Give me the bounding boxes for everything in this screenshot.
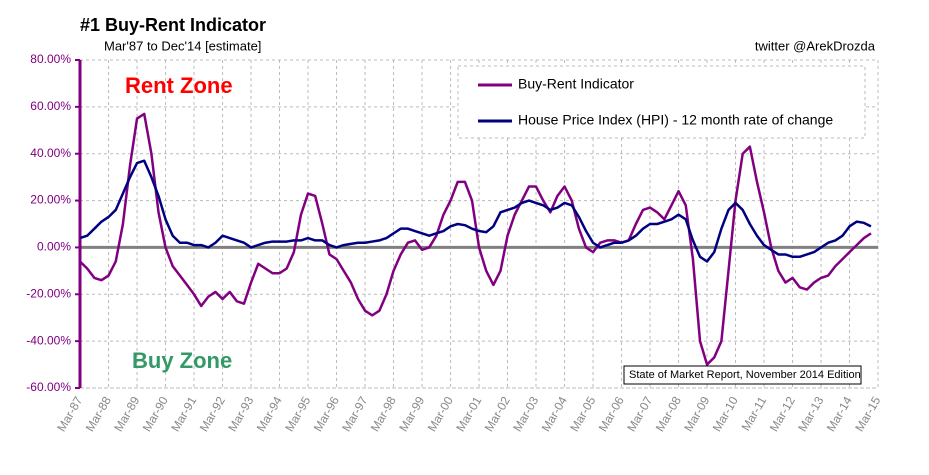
x-tick-label: Mar-02 (482, 394, 513, 434)
x-tick-label: Mar-06 (596, 394, 627, 434)
x-tick-label: Mar-15 (852, 394, 883, 434)
note-box (623, 365, 862, 385)
y-tick-label: -20.00% (26, 286, 71, 300)
x-tick-label: Mar-01 (453, 394, 484, 434)
y-tick-label: -40.00% (26, 333, 71, 347)
x-tick-label: Mar-90 (140, 394, 171, 434)
series-line (79, 112, 872, 366)
x-tick-label: Mar-94 (254, 394, 285, 434)
x-tick-label: Mar-04 (539, 394, 570, 434)
annotation: Buy Zone (132, 348, 232, 373)
x-tick-label: Mar-92 (197, 394, 228, 434)
y-tick-label: 80.00% (30, 52, 71, 66)
y-tick-label: 60.00% (30, 99, 71, 113)
x-tick-label: Mar-13 (795, 394, 826, 434)
x-tick-label: Mar-96 (311, 394, 342, 434)
x-tick-label: Mar-98 (368, 394, 399, 434)
y-tick-label: 0.00% (37, 240, 71, 254)
annotation: State of Market Report, November 2014 Ed… (629, 369, 861, 381)
x-tick-label: Mar-97 (339, 394, 370, 434)
x-tick-label: Mar-99 (396, 394, 427, 434)
y-tick-label: 20.00% (30, 193, 71, 207)
x-tick-label: Mar-08 (653, 394, 684, 434)
x-tick-label: Mar-87 (54, 394, 85, 434)
x-tick-label: Mar-93 (225, 394, 256, 434)
annotation: Rent Zone (125, 73, 233, 98)
chart-subtitle: Mar'87 to Dec'14 [estimate] (104, 38, 261, 53)
x-tick-label: Mar-07 (624, 394, 655, 434)
credit: twitter @ArekDrozda (755, 38, 876, 53)
x-tick-label: Mar-11 (739, 394, 770, 433)
legend-label: House Price Index (HPI) - 12 month rate … (518, 112, 833, 128)
x-tick-label: Mar-00 (425, 394, 456, 434)
x-tick-label: Mar-03 (510, 394, 541, 434)
x-tick-label: Mar-91 (168, 394, 199, 434)
chart-title: #1 Buy-Rent Indicator (80, 15, 266, 35)
x-tick-label: Mar-95 (282, 394, 313, 434)
x-tick-label: Mar-14 (824, 394, 855, 434)
y-tick-label: -60.00% (26, 380, 71, 394)
x-tick-label: Mar-10 (710, 394, 741, 434)
x-tick-label: Mar-88 (83, 394, 114, 434)
series-line (79, 159, 872, 263)
legend-box (457, 65, 866, 139)
x-tick-label: Mar-09 (681, 394, 712, 434)
x-tick-label: Mar-05 (567, 394, 598, 434)
x-tick-label: Mar-12 (767, 394, 798, 434)
x-tick-label: Mar-89 (111, 394, 142, 434)
y-tick-label: 40.00% (30, 146, 71, 160)
legend-label: Buy-Rent Indicator (518, 76, 634, 92)
